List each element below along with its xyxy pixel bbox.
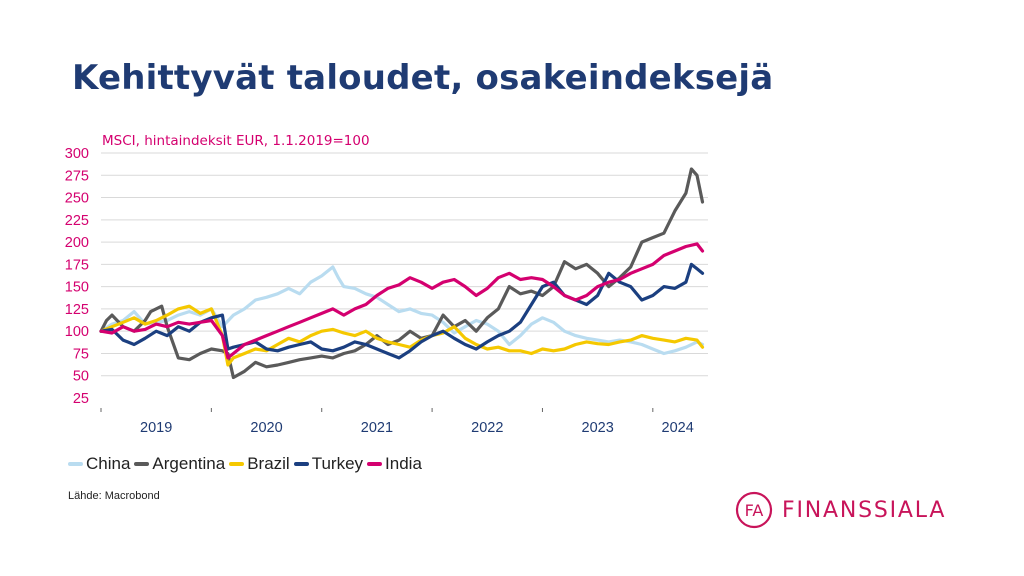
- x-tick-label: 2020: [250, 420, 282, 436]
- y-tick-label: 250: [65, 191, 89, 207]
- series-line-india: [99, 242, 705, 360]
- legend-label-brazil: Brazil: [247, 454, 290, 473]
- x-tick-label: 2021: [361, 420, 393, 436]
- y-tick-label: 100: [65, 324, 89, 340]
- x-tick-label: 2024: [662, 420, 694, 436]
- legend-item-brazil: Brazil: [229, 454, 290, 474]
- x-axis: 2019 2020 2021 2022 2023 2024: [100, 408, 694, 436]
- y-tick-label: 275: [65, 168, 89, 184]
- finanssiala-logo: FA FINANSSIALA: [734, 490, 946, 530]
- series-lines: [99, 167, 705, 380]
- y-tick-label: 25: [73, 391, 89, 407]
- y-tick-label: 125: [65, 302, 89, 318]
- x-tick-label: 2023: [582, 420, 614, 436]
- legend-label-china: China: [86, 454, 131, 473]
- legend-item-argentina: Argentina: [134, 454, 225, 474]
- x-tick-label: 2022: [471, 420, 503, 436]
- y-tick-label: 225: [65, 213, 89, 229]
- y-tick-label: 150: [65, 280, 89, 296]
- legend-item-turkey: Turkey: [293, 454, 364, 474]
- y-tick-label: 300: [65, 146, 89, 162]
- legend-swatch-turkey: [293, 462, 309, 466]
- chart-legend: China Argentina Brazil Turkey India: [68, 454, 426, 474]
- series-line-brazil: [99, 304, 705, 367]
- legend-item-india: India: [367, 454, 422, 474]
- fa-logo-mark-text: FA: [745, 501, 764, 520]
- legend-swatch-argentina: [134, 462, 150, 466]
- legend-label-argentina: Argentina: [152, 454, 226, 473]
- legend-item-china: China: [68, 454, 130, 474]
- y-tick-label: 50: [73, 369, 89, 385]
- legend-swatch-india: [367, 462, 383, 466]
- y-tick-label: 200: [65, 235, 89, 251]
- legend-label-turkey: Turkey: [311, 454, 364, 473]
- source-note: Lähde: Macrobond: [68, 490, 160, 502]
- legend-swatch-brazil: [229, 462, 245, 466]
- x-tick-label: 2019: [140, 420, 172, 436]
- legend-swatch-china: [68, 462, 83, 466]
- chart-subtitle: MSCI, hintaindeksit EUR, 1.1.2019=100: [102, 133, 370, 149]
- legend-label-india: India: [385, 454, 422, 473]
- y-tick-label: 175: [65, 257, 89, 273]
- y-axis-ticks: 300 275 250 225 200 175 150 125 100 75 50 25: [65, 146, 89, 407]
- y-tick-label: 75: [73, 346, 89, 362]
- fa-logo-mark-icon: FA: [735, 491, 773, 529]
- page-title: Kehittyvät taloudet, osakeindeksejä: [72, 58, 774, 98]
- logo-wordmark: FINANSSIALA: [782, 497, 947, 523]
